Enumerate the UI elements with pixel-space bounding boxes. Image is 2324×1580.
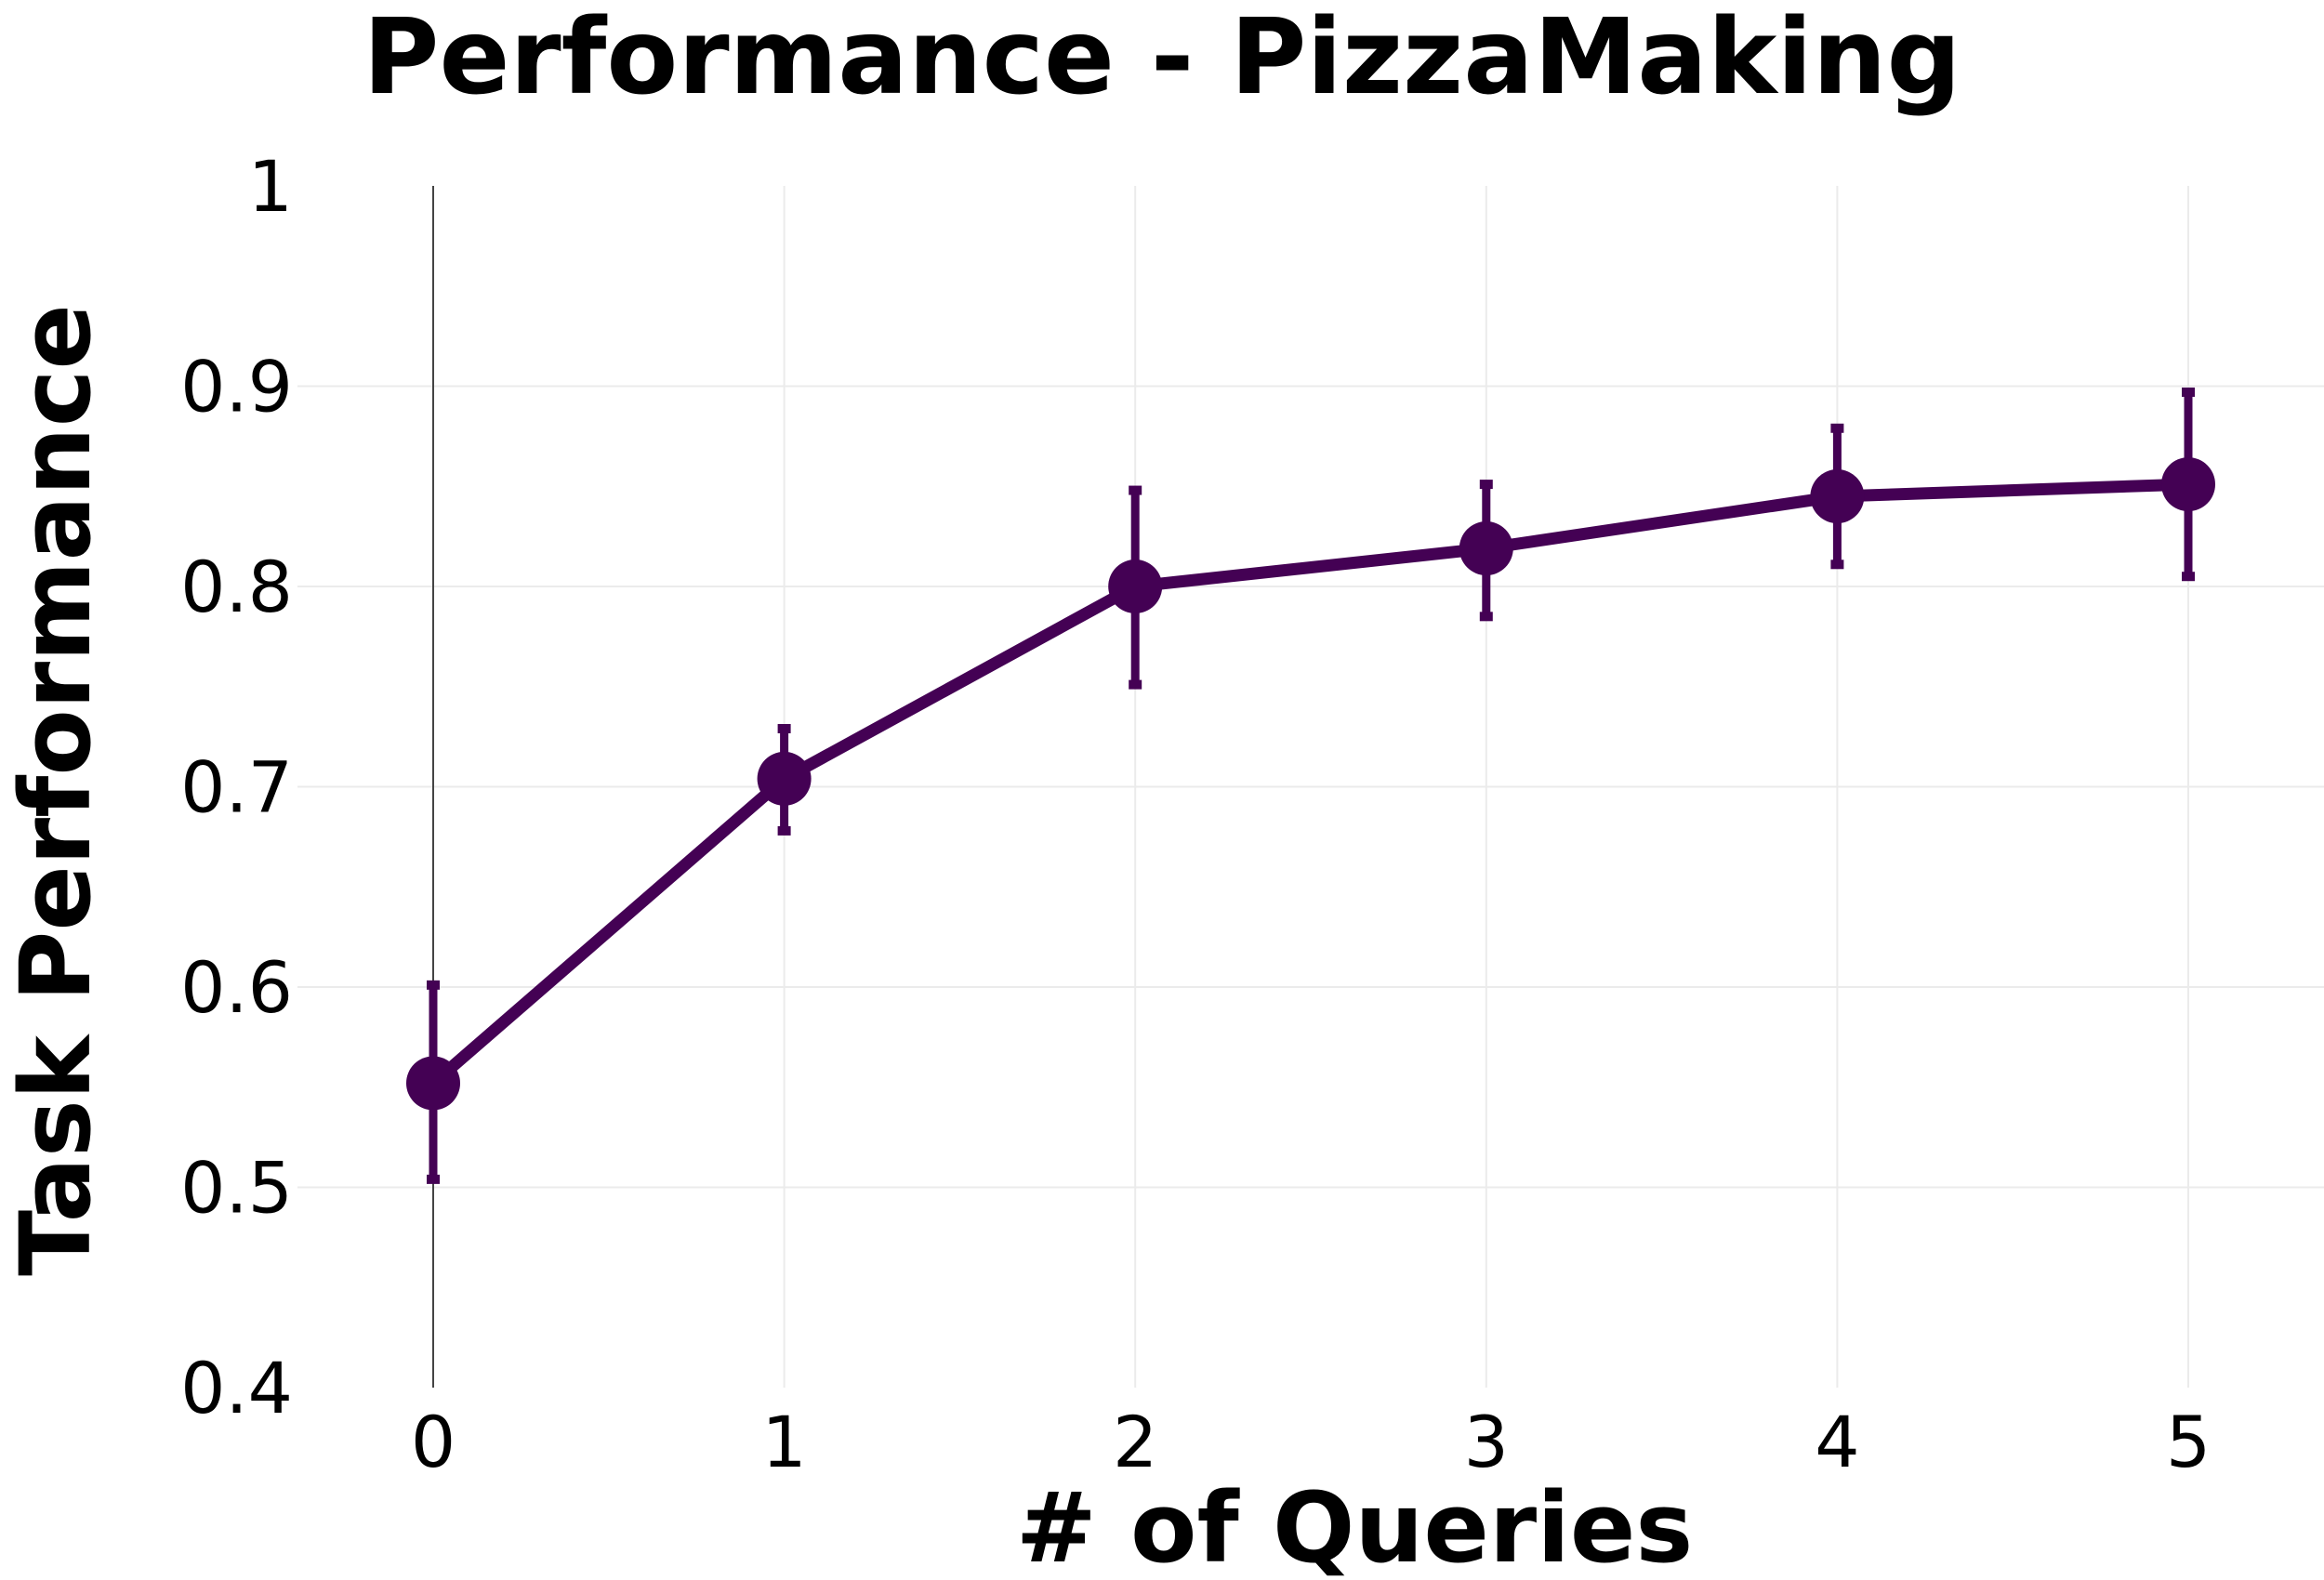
y-axis-title: Task Performance bbox=[0, 304, 112, 1276]
y-tick-label: 0.5 bbox=[180, 1147, 293, 1230]
chart-title: Performance - PizzaMaking bbox=[363, 0, 1961, 118]
data-point bbox=[1108, 560, 1163, 613]
y-tick-label: 1 bbox=[248, 145, 293, 228]
x-tick-label: 2 bbox=[1113, 1401, 1157, 1483]
x-tick-label: 0 bbox=[411, 1401, 456, 1483]
data-point bbox=[1810, 469, 1865, 524]
tick-labels: 0.4 0.5 0.6 0.7 0.8 0.9 1 0 1 2 3 4 5 bbox=[180, 145, 2211, 1483]
x-tick-label: 1 bbox=[761, 1401, 806, 1483]
y-tick-label: 0.8 bbox=[180, 546, 293, 628]
x-tick-label: 5 bbox=[2166, 1401, 2211, 1483]
series-line-group bbox=[406, 387, 2215, 1184]
data-point bbox=[2161, 457, 2215, 512]
y-tick-label: 0.7 bbox=[180, 746, 293, 829]
data-point bbox=[406, 1056, 460, 1111]
x-axis-title: # of Queries bbox=[1016, 1471, 1694, 1580]
x-tick-label: 3 bbox=[1464, 1401, 1509, 1483]
series-line bbox=[429, 478, 2189, 1088]
y-tick-label: 0.9 bbox=[180, 346, 293, 428]
y-tick-label: 0.4 bbox=[180, 1347, 293, 1429]
x-tick-label: 4 bbox=[1815, 1401, 1859, 1483]
grid-lines bbox=[297, 186, 2324, 1388]
data-point bbox=[757, 751, 812, 806]
data-point bbox=[1459, 521, 1513, 576]
y-tick-label: 0.6 bbox=[180, 946, 293, 1029]
